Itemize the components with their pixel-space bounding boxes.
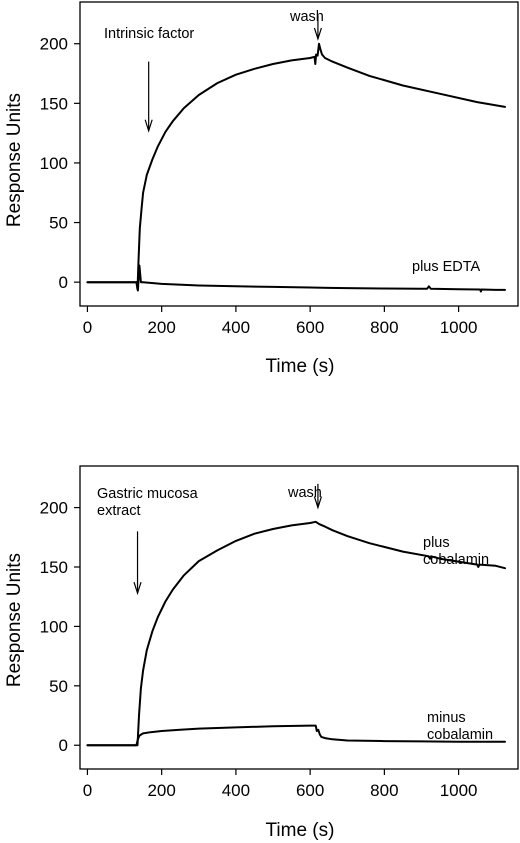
y-tick-label: 50 (49, 214, 68, 233)
x-axis-title: Time (s) (266, 356, 335, 377)
chart-panel-top: Intrinsic factor wash plus EDTA Time (s)… (4, 1, 519, 377)
x-tick-label: 400 (222, 318, 250, 337)
x-tick-label: 0 (83, 318, 92, 337)
y-tick-label: 0 (59, 273, 68, 292)
series-plus-edta-line (86, 264, 506, 293)
y-axis-title: Response Units (4, 93, 25, 227)
intrinsic-factor-arrow-head (144, 119, 153, 133)
x-tick-label: 1000 (440, 318, 478, 337)
y-tick-label: 50 (49, 677, 68, 696)
annotation-plus: plus (423, 535, 450, 551)
series-intrinsic-factor-line (86, 42, 506, 291)
annotation-intrinsic-factor: Intrinsic factor (104, 26, 194, 42)
y-tick-label: 200 (40, 35, 68, 54)
x-tick-label: 600 (296, 318, 324, 337)
x-tick-label: 0 (83, 781, 92, 800)
x-tick-label: 200 (147, 781, 175, 800)
series-minus-cobalamin-line (86, 724, 506, 747)
x-tick-label: 1000 (440, 781, 478, 800)
plot-frame (79, 465, 519, 770)
y-tick-label: 100 (40, 617, 68, 636)
series-plus-cobalamin-line (86, 520, 506, 747)
x-tick-label: 800 (370, 781, 398, 800)
annotation-extract: extract (97, 503, 141, 519)
extract-arrow-head (133, 581, 142, 596)
chart-panel-bottom: Gastric mucosa extract wash plus cobalam… (4, 465, 519, 841)
x-tick-label: 200 (147, 318, 175, 337)
y-tick-label: 0 (59, 736, 68, 755)
annotation-wash: wash (289, 9, 324, 25)
annotation-wash: wash (287, 485, 322, 501)
x-axis-title: Time (s) (266, 820, 335, 841)
annotation-minus-cobalamin: cobalamin (427, 727, 493, 743)
y-tick-label: 100 (40, 154, 68, 173)
wash-arrow-head (313, 496, 323, 510)
plot-frame (79, 1, 519, 307)
y-tick-label: 200 (40, 499, 68, 518)
wash-arrow-head (313, 27, 323, 41)
y-tick-label: 150 (40, 94, 68, 113)
y-tick-label: 150 (40, 558, 68, 577)
y-axis-title: Response Units (4, 553, 25, 687)
x-tick-label: 400 (222, 781, 250, 800)
annotation-gastric-mucosa: Gastric mucosa (97, 486, 199, 502)
x-tick-label: 600 (296, 781, 324, 800)
annotation-minus: minus (427, 710, 466, 726)
x-tick-label: 800 (370, 318, 398, 337)
annotation-plus-edta: plus EDTA (412, 259, 481, 275)
